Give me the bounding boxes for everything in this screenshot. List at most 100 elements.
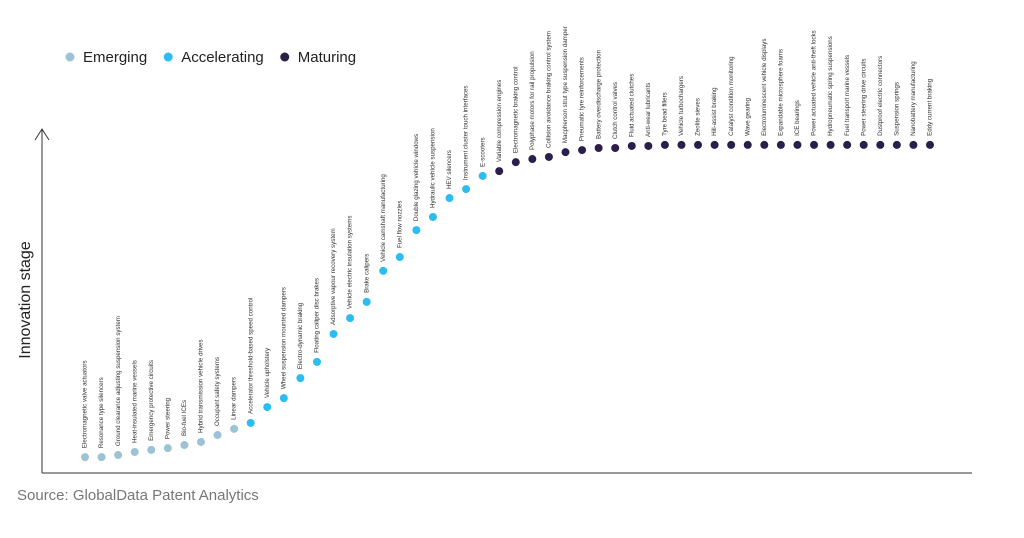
point <box>478 171 487 180</box>
legend-label: Maturing <box>298 49 356 66</box>
point <box>379 266 388 275</box>
point-label: Eddy current braking <box>927 78 934 136</box>
point <box>611 144 620 153</box>
point-label: Electromagnetic valve actuators <box>82 360 89 448</box>
point <box>793 140 802 149</box>
point <box>776 140 785 149</box>
point <box>926 140 934 149</box>
point <box>892 140 901 149</box>
point-label: Suspension springs <box>894 82 901 136</box>
point-label: Expandable microsphere foams <box>778 49 785 136</box>
point <box>727 140 736 149</box>
point-label: Brake calipers <box>363 254 370 293</box>
point <box>561 148 570 157</box>
point-label: Hydropneumatic spring suspensions <box>827 36 834 136</box>
point-label: Vehicle turbochargers <box>678 76 685 136</box>
point-label: Battery overdischarge protection <box>595 49 602 139</box>
point <box>163 444 172 453</box>
point-label: Catalyst condition monitoring <box>728 56 735 136</box>
point <box>147 445 156 454</box>
y-axis-arrow <box>34 128 50 141</box>
point <box>909 140 918 149</box>
point-label: Power actuated vehicle anti-theft locks <box>811 30 818 136</box>
point-label: Emergency protective circuits <box>148 360 155 441</box>
point-label: Collision avoidance braking control syst… <box>546 31 553 148</box>
point <box>230 424 239 433</box>
point <box>594 144 603 153</box>
point <box>876 140 885 149</box>
point <box>130 447 139 456</box>
point-label: Electroluminescent vehicle displays <box>761 39 768 136</box>
point <box>312 357 321 366</box>
point-label: Heat-insulated marine vessels <box>131 360 138 443</box>
point-label: Anti-wear lubricants <box>645 83 652 137</box>
legend-marker <box>65 52 75 62</box>
point <box>346 314 355 323</box>
point-label: Power steering <box>164 397 171 439</box>
point-label: Pneumatic tyre reinforcements <box>579 57 586 141</box>
point <box>660 140 669 149</box>
point-label: Variable compression engines <box>496 80 503 162</box>
point-label: Hybrid transmission vehicle drives <box>198 339 205 433</box>
point <box>296 374 305 383</box>
point-label: Dustproof electric connectors <box>877 56 884 136</box>
point <box>544 152 553 161</box>
point-label: Power steering drive circuits <box>860 59 867 136</box>
point <box>329 329 338 338</box>
point-label: Wheel suspension mounted dampers <box>280 287 287 389</box>
point-label: Electromagnetic braking control <box>512 66 519 153</box>
point <box>246 418 255 427</box>
point-label: Adsorptive vapour recovery system <box>330 228 337 325</box>
legend-marker <box>280 52 290 62</box>
point <box>114 451 123 460</box>
point <box>279 394 288 403</box>
point <box>495 167 504 176</box>
point-label: Vehicle electric insulation systems <box>347 216 354 310</box>
point <box>826 140 835 149</box>
point <box>859 140 868 149</box>
point-label: Polyphase motors for rail propulsion <box>529 51 536 150</box>
point-label: Fuel flow nozzles <box>396 201 403 248</box>
point <box>710 140 719 149</box>
point-label: Accelerator threshold-based speed contro… <box>247 298 254 414</box>
point-label: HEV silencers <box>446 150 453 189</box>
point <box>180 441 189 450</box>
point-label: Vehicle upholstery <box>264 347 271 398</box>
point <box>578 146 587 155</box>
point-label: Zeolite sieves <box>695 98 702 136</box>
point-label: E-scooters <box>479 137 486 167</box>
point <box>677 140 686 149</box>
point <box>428 213 437 222</box>
point-label: Bio-fuel ICEs <box>181 400 188 436</box>
point-label: Wave gearing <box>744 97 751 136</box>
point <box>760 140 769 149</box>
point <box>627 141 636 150</box>
point <box>843 140 852 149</box>
point-label: Hydraulic vehicle suspension <box>430 128 437 208</box>
point <box>644 141 653 150</box>
point-label: Fluid actuated clutches <box>628 74 635 137</box>
point-label: Ground clearance adjusting suspension sy… <box>115 316 122 446</box>
point <box>395 253 404 262</box>
point-label: Occupant safety systems <box>214 357 221 426</box>
point-label: Macpherson strut type suspension damper <box>562 26 569 143</box>
point <box>810 140 819 149</box>
point <box>97 453 106 462</box>
point-label: Tyre bead fillers <box>662 92 669 136</box>
point <box>462 185 471 194</box>
point-label: Clutch control valves <box>612 82 619 139</box>
point <box>511 158 520 167</box>
point-label: Floating caliper disc brakes <box>314 278 321 353</box>
legend-label: Emerging <box>83 49 147 66</box>
point <box>196 437 205 446</box>
point <box>213 431 222 440</box>
point-label: Vehicle camshaft manufacturing <box>380 174 387 262</box>
point-label: Resonance type silencers <box>98 377 105 448</box>
point <box>263 403 272 412</box>
legend-label: Accelerating <box>181 49 264 66</box>
point <box>81 453 89 462</box>
point <box>694 140 703 149</box>
point-label: Double glazing vehicle windows <box>413 134 420 221</box>
y-axis-label: Innovation stage <box>17 241 34 359</box>
